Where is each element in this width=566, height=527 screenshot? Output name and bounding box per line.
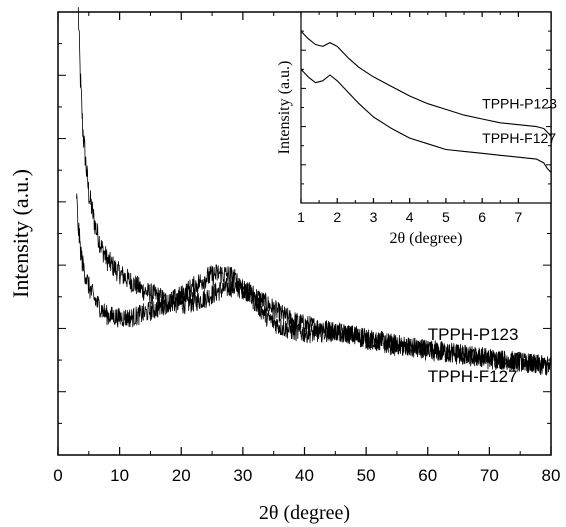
inset-x-tick-labels: 1 2 3 4 5 6 7 <box>297 209 522 225</box>
inset-y-axis-ticks <box>301 11 551 204</box>
x-tick-label: 30 <box>233 466 252 485</box>
x-tick-label: 6 <box>478 209 486 225</box>
series-line-tpph-p123 <box>300 30 552 137</box>
x-tick-label: 70 <box>480 466 499 485</box>
x-tick-label: 40 <box>295 466 314 485</box>
main-y-axis-label: Intensity (a.u.) <box>8 169 33 298</box>
inset-y-axis-label: Intensity (a.u.) <box>276 61 293 155</box>
series-line-tpph-f127 <box>300 68 552 173</box>
series-label-tpph-p123: TPPH-P123 <box>428 325 519 344</box>
x-tick-label: 80 <box>542 466 561 485</box>
x-tick-label: 50 <box>357 466 376 485</box>
inset-x-axis-label: 2θ (degree) <box>390 230 463 247</box>
inset-plot-panel: 1 2 3 4 5 6 7 TPPH-P123 TPPH-F127 2θ (degree) I… <box>276 11 557 247</box>
x-tick-label: 20 <box>172 466 191 485</box>
inset-series-labels: TPPH-P123 TPPH-F127 <box>482 95 557 145</box>
main-x-axis-label: 2θ (degree) <box>259 502 350 524</box>
x-tick-label: 2 <box>333 209 341 225</box>
x-tick-label: 10 <box>110 466 129 485</box>
x-tick-label: 3 <box>370 209 378 225</box>
x-tick-label: 60 <box>418 466 437 485</box>
x-tick-label: 4 <box>406 209 414 225</box>
main-plot-panel: 0 10 20 30 40 50 60 70 80 TPPH-P123 TPPH-F127 2θ … <box>8 7 560 524</box>
inset-series-group <box>300 30 552 173</box>
inset-x-axis-ticks <box>300 12 519 203</box>
main-series-labels: TPPH-P123 TPPH-F127 <box>428 325 519 386</box>
x-tick-label: 1 <box>297 209 305 225</box>
main-series-group <box>76 7 552 376</box>
inset-background <box>301 12 551 203</box>
series-label-tpph-f127: TPPH-F127 <box>482 130 556 146</box>
main-x-tick-labels: 0 10 20 30 40 50 60 70 80 <box>53 466 560 485</box>
series-label-tpph-f127: TPPH-F127 <box>428 367 518 386</box>
x-tick-label: 0 <box>53 466 62 485</box>
series-line-tpph-f127 <box>76 193 552 375</box>
x-tick-label: 5 <box>442 209 450 225</box>
series-line-tpph-p123 <box>77 7 552 376</box>
series-label-tpph-p123: TPPH-P123 <box>482 95 557 111</box>
x-tick-label: 7 <box>514 209 522 225</box>
